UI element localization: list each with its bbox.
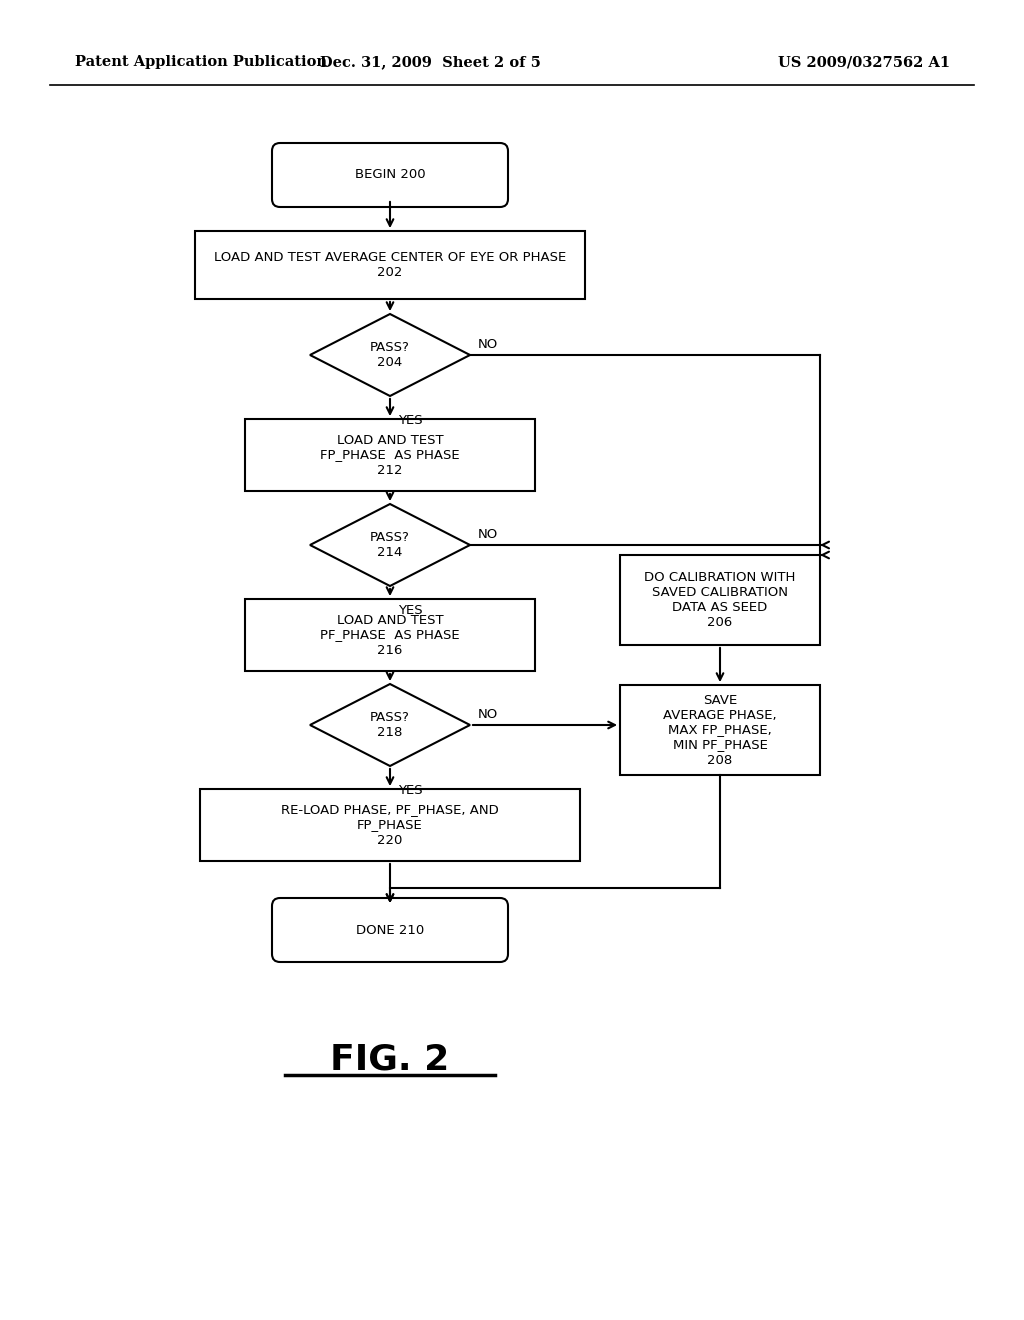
Text: PASS?
214: PASS? 214 [370, 531, 410, 558]
Text: FIG. 2: FIG. 2 [331, 1043, 450, 1077]
Text: YES: YES [398, 605, 423, 616]
Text: PASS?
204: PASS? 204 [370, 341, 410, 370]
Text: LOAD AND TEST AVERAGE CENTER OF EYE OR PHASE
202: LOAD AND TEST AVERAGE CENTER OF EYE OR P… [214, 251, 566, 279]
FancyBboxPatch shape [272, 898, 508, 962]
Polygon shape [310, 314, 470, 396]
Text: LOAD AND TEST
FP_PHASE  AS PHASE
212: LOAD AND TEST FP_PHASE AS PHASE 212 [321, 433, 460, 477]
Text: PASS?
218: PASS? 218 [370, 711, 410, 739]
Text: SAVE
AVERAGE PHASE,
MAX FP_PHASE,
MIN PF_PHASE
208: SAVE AVERAGE PHASE, MAX FP_PHASE, MIN PF… [664, 693, 777, 767]
Text: NO: NO [478, 709, 499, 722]
Text: LOAD AND TEST
PF_PHASE  AS PHASE
216: LOAD AND TEST PF_PHASE AS PHASE 216 [321, 614, 460, 656]
Bar [620, 685, 820, 775]
Polygon shape [310, 684, 470, 766]
Text: US 2009/0327562 A1: US 2009/0327562 A1 [778, 55, 950, 69]
Text: NO: NO [478, 338, 499, 351]
Bar [200, 789, 580, 861]
Bar [195, 231, 585, 300]
Text: Patent Application Publication: Patent Application Publication [75, 55, 327, 69]
Text: RE-LOAD PHASE, PF_PHASE, AND
FP_PHASE
220: RE-LOAD PHASE, PF_PHASE, AND FP_PHASE 22… [282, 804, 499, 846]
Text: Dec. 31, 2009  Sheet 2 of 5: Dec. 31, 2009 Sheet 2 of 5 [319, 55, 541, 69]
FancyBboxPatch shape [272, 143, 508, 207]
Polygon shape [310, 504, 470, 586]
Bar [245, 418, 535, 491]
Text: YES: YES [398, 784, 423, 797]
Text: YES: YES [398, 414, 423, 426]
Text: BEGIN 200: BEGIN 200 [354, 169, 425, 181]
Text: DONE 210: DONE 210 [356, 924, 424, 936]
Text: DO CALIBRATION WITH
SAVED CALIBRATION
DATA AS SEED
206: DO CALIBRATION WITH SAVED CALIBRATION DA… [644, 572, 796, 630]
Text: NO: NO [478, 528, 499, 541]
Bar [245, 599, 535, 671]
Bar [620, 554, 820, 645]
